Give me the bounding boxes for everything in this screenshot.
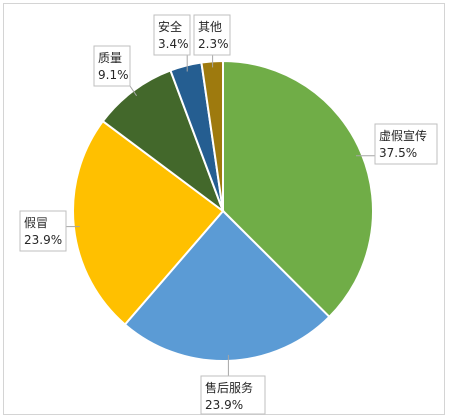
data-label-category: 虚假宣传 — [379, 128, 427, 143]
pie-slice-1[interactable] — [222, 59, 374, 319]
data-label-value: 2.3% — [198, 37, 229, 51]
data-label-value: 3.4% — [158, 37, 189, 51]
pie-chart: 虚假宣传 37.5% 售后服务 23.9% 假冒 23.9% 质量 9.1% 安全 3.4% 其他 2… — [19, 14, 438, 415]
data-label-category: 质量 — [98, 51, 122, 65]
data-label-box — [153, 14, 191, 56]
data-label-category: 假冒 — [24, 216, 48, 230]
data-label-value: 37.5% — [379, 146, 417, 160]
data-label-5: 安全 3.4% — [153, 14, 191, 56]
data-label-value: 23.9% — [205, 398, 243, 412]
leader-line-4 — [129, 85, 138, 97]
pie-slices — [72, 59, 374, 363]
data-label-category: 其他 — [198, 20, 222, 34]
data-label-box — [193, 14, 231, 56]
data-label-3: 假冒 23.9% — [19, 210, 67, 252]
data-label-1: 虚假宣传 37.5% — [374, 123, 438, 165]
data-label-box — [19, 210, 67, 252]
leader-lines — [66, 55, 375, 376]
pie-slice-3[interactable] — [72, 119, 225, 326]
data-label-4: 质量 9.1% — [93, 45, 131, 87]
data-label-category: 售后服务 — [205, 380, 253, 395]
data-label-value: 23.9% — [24, 233, 62, 247]
data-label-6: 其他 2.3% — [193, 14, 231, 56]
data-label-category: 安全 — [158, 19, 182, 34]
data-label-box — [374, 123, 438, 165]
data-labels: 虚假宣传 37.5% 售后服务 23.9% 假冒 23.9% 质量 9.1% 安全 3.4% 其他 2… — [19, 14, 438, 415]
data-label-value: 9.1% — [98, 68, 129, 82]
data-label-2: 售后服务 23.9% — [200, 375, 266, 415]
data-label-box — [93, 45, 131, 87]
chart-frame: 虚假宣传 37.5% 售后服务 23.9% 假冒 23.9% 质量 9.1% 安全 3.4% 其他 2… — [3, 3, 445, 415]
data-label-box — [200, 375, 266, 415]
